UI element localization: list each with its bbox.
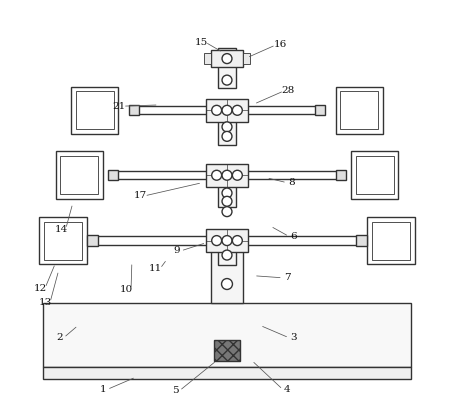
Text: 28: 28 bbox=[281, 86, 295, 95]
Bar bbox=[218, 48, 236, 88]
Bar bbox=[71, 86, 118, 134]
Text: 15: 15 bbox=[194, 37, 207, 46]
Circle shape bbox=[222, 75, 232, 85]
Text: 11: 11 bbox=[149, 264, 163, 273]
Bar bbox=[218, 174, 236, 208]
Bar bbox=[351, 151, 399, 199]
Circle shape bbox=[222, 54, 232, 63]
Text: 13: 13 bbox=[39, 298, 53, 307]
Text: 10: 10 bbox=[120, 285, 133, 294]
Circle shape bbox=[212, 170, 222, 180]
Bar bbox=[206, 229, 248, 252]
Bar bbox=[55, 151, 103, 199]
Circle shape bbox=[222, 250, 232, 260]
Bar bbox=[336, 86, 383, 134]
Bar bbox=[356, 235, 366, 246]
Circle shape bbox=[232, 170, 242, 180]
Bar bbox=[43, 303, 411, 367]
Text: 14: 14 bbox=[55, 225, 68, 234]
Bar bbox=[372, 222, 410, 260]
Bar bbox=[39, 217, 87, 264]
Bar bbox=[43, 367, 411, 379]
Text: 2: 2 bbox=[56, 333, 63, 342]
Text: 5: 5 bbox=[172, 386, 178, 395]
Bar bbox=[206, 99, 248, 122]
Text: 9: 9 bbox=[173, 247, 180, 255]
Circle shape bbox=[232, 236, 242, 246]
Circle shape bbox=[222, 170, 232, 180]
Circle shape bbox=[222, 132, 232, 142]
Circle shape bbox=[232, 105, 242, 115]
Bar bbox=[129, 105, 139, 115]
Text: 7: 7 bbox=[284, 273, 290, 282]
Circle shape bbox=[222, 207, 232, 217]
Bar bbox=[204, 53, 212, 64]
Bar bbox=[336, 170, 346, 181]
Circle shape bbox=[222, 122, 232, 132]
Text: 21: 21 bbox=[112, 102, 125, 111]
Bar bbox=[242, 53, 250, 64]
Bar bbox=[355, 156, 394, 194]
Bar bbox=[206, 164, 248, 187]
Circle shape bbox=[212, 105, 222, 115]
Bar bbox=[212, 50, 242, 67]
Bar bbox=[340, 91, 378, 129]
Text: 6: 6 bbox=[290, 232, 296, 241]
Bar bbox=[212, 239, 242, 303]
Circle shape bbox=[222, 236, 232, 246]
Bar bbox=[108, 170, 118, 181]
Bar bbox=[218, 239, 236, 266]
Circle shape bbox=[222, 105, 232, 115]
Bar bbox=[367, 217, 415, 264]
Circle shape bbox=[222, 278, 232, 290]
Bar bbox=[213, 340, 241, 361]
Text: 3: 3 bbox=[290, 333, 296, 342]
Text: 4: 4 bbox=[284, 385, 290, 394]
Text: 17: 17 bbox=[133, 191, 147, 200]
Circle shape bbox=[212, 236, 222, 246]
Bar bbox=[88, 235, 98, 246]
Bar bbox=[76, 91, 114, 129]
Text: 12: 12 bbox=[34, 284, 48, 293]
Bar bbox=[218, 110, 236, 146]
Circle shape bbox=[222, 196, 232, 206]
Text: 16: 16 bbox=[273, 40, 286, 49]
Text: 1: 1 bbox=[99, 385, 106, 394]
Bar bbox=[60, 156, 99, 194]
Text: 8: 8 bbox=[288, 178, 295, 187]
Bar bbox=[44, 222, 82, 260]
Circle shape bbox=[222, 188, 232, 198]
Bar bbox=[315, 105, 325, 115]
